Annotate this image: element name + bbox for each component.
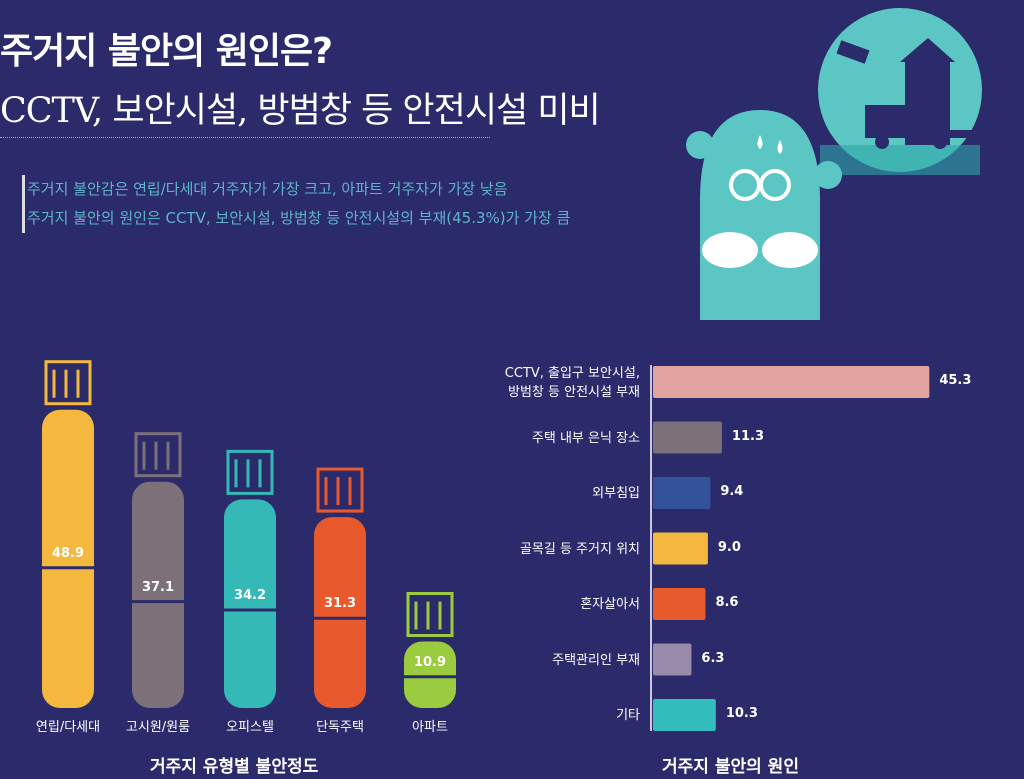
horizontal-bar-chart — [650, 365, 930, 731]
category-label: 외부침입 — [592, 486, 640, 501]
bar — [653, 477, 711, 509]
building-icon — [316, 467, 364, 513]
bar-value-label: 8.6 — [715, 595, 739, 610]
building-icon — [226, 449, 274, 495]
category-label: 혼자살아서 — [580, 597, 640, 612]
category-label: CCTV, 출입구 보안시설, 방범창 등 안전시설 부재 — [504, 366, 640, 400]
bar — [404, 641, 456, 708]
category-label: 아파트 — [412, 720, 448, 735]
page-title: 주거지 불안의 원인은? — [0, 31, 333, 72]
building-icon — [44, 360, 92, 406]
bar-value-label: 6.3 — [701, 650, 725, 666]
thought-bubble-icon — [800, 8, 982, 203]
bar — [132, 481, 184, 708]
building-icon — [406, 592, 454, 638]
bar-value-label: 10.3 — [725, 706, 758, 721]
key-points: 주거지 불안감은 연립/다세대 거주자가 가장 크고, 아파트 거주자가 가장 … — [22, 175, 570, 233]
bar — [653, 699, 716, 731]
bar — [653, 532, 708, 565]
bar-value-label: 9.4 — [720, 484, 744, 499]
bar — [314, 517, 366, 708]
bar-value-label: 11.3 — [731, 428, 764, 444]
category-label: 기타 — [616, 708, 640, 723]
bar-value-label: 9.0 — [717, 539, 741, 555]
bar — [653, 421, 722, 454]
bar-value-label: 31.3 — [323, 596, 357, 612]
vertical-bar-chart — [42, 360, 456, 708]
bar-value-label: 34.2 — [233, 587, 267, 603]
category-label: 고시원/원룸 — [125, 720, 191, 735]
bar-value-label: 45.3 — [939, 373, 972, 388]
bar-value-label: 37.1 — [141, 579, 175, 595]
category-label: 단독주택 — [316, 720, 364, 735]
key-point: 주거지 불안감은 연립/다세대 거주자가 가장 크고, 아파트 거주자가 가장 … — [27, 180, 508, 198]
worried-person-icon — [686, 110, 820, 320]
category-label: 주택 내부 은닉 장소 — [531, 430, 640, 446]
bar-value-label: 48.9 — [51, 545, 85, 561]
bar — [42, 409, 94, 708]
right-chart-title: 거주지 불안의 원인 — [662, 757, 799, 777]
bar — [653, 366, 930, 398]
category-label: 골목길 등 주거지 위치 — [519, 541, 640, 557]
bar — [653, 643, 692, 676]
left-chart-title: 거주지 유형별 불안정도 — [150, 757, 319, 777]
category-label: 오피스텔 — [226, 720, 274, 735]
category-label: 연립/다세대 — [35, 720, 101, 735]
category-label: 주택관리인 부재 — [552, 652, 640, 668]
bar — [224, 499, 276, 708]
bar-value-label: 10.9 — [413, 654, 447, 670]
key-point: 주거지 불안의 원인은 CCTV, 보안시설, 방범창 등 안전시설의 부재(4… — [27, 209, 571, 227]
building-icon — [134, 432, 182, 478]
bar — [653, 588, 706, 620]
